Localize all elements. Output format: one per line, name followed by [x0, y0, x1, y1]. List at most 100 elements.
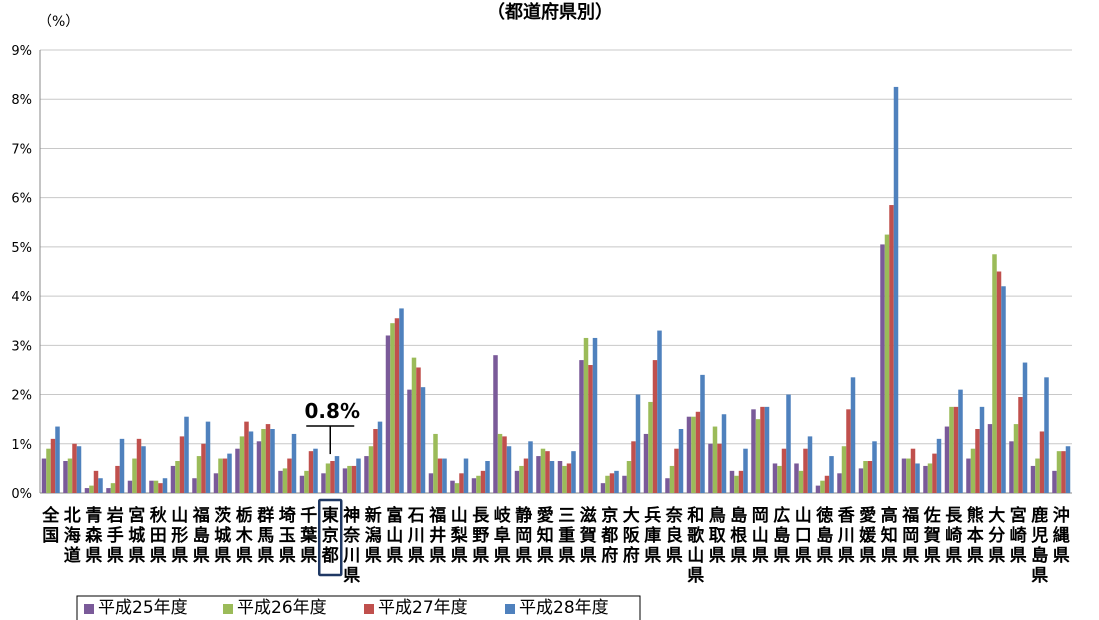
legend-label: 平成28年度	[519, 598, 609, 618]
bar	[665, 478, 670, 493]
bar	[385, 335, 391, 493]
x-category-label: 大分県	[988, 505, 1005, 566]
y-tick-label: 8%	[11, 93, 32, 108]
legend-label: 平成26年度	[237, 598, 327, 618]
bar	[669, 465, 675, 493]
bar	[244, 421, 249, 493]
bar	[996, 271, 1002, 493]
x-category-label: 北海道	[64, 506, 81, 566]
bar	[970, 448, 976, 493]
bar	[609, 473, 615, 493]
x-category-label: 千葉県	[299, 506, 318, 566]
x-category-label: 愛知県	[536, 505, 554, 566]
bar	[394, 318, 400, 493]
tokyo-highlight: 0.8%	[305, 399, 360, 577]
x-category-label: 全国	[41, 505, 60, 546]
bar	[356, 458, 361, 493]
bar	[583, 337, 589, 493]
bar	[1044, 377, 1049, 493]
x-category-label: 愛媛県	[858, 505, 877, 566]
bar	[824, 475, 830, 493]
bar	[248, 431, 254, 493]
bar	[76, 446, 82, 493]
bar	[282, 468, 288, 493]
bar	[652, 360, 658, 493]
x-category-label: 奈良県	[665, 505, 684, 566]
bar	[622, 475, 627, 493]
bar	[497, 433, 503, 493]
x-category-label: 秋田県	[150, 505, 168, 566]
bar	[278, 470, 283, 493]
bar	[566, 463, 572, 493]
y-tick-label: 3%	[11, 339, 32, 354]
callout-label: 0.8%	[305, 399, 360, 423]
x-category-label: 石川県	[407, 506, 425, 566]
bar	[437, 458, 443, 493]
bar	[648, 401, 653, 493]
chart-title: （都道府県別）	[487, 1, 613, 23]
bar	[631, 441, 636, 493]
bar	[850, 377, 856, 493]
x-category-label: 福井県	[428, 505, 446, 566]
bar	[265, 424, 271, 493]
bar	[205, 421, 211, 493]
bar	[540, 448, 546, 493]
bar	[136, 438, 142, 493]
legend-swatch	[223, 604, 233, 614]
x-category-label: 宮崎県	[1010, 505, 1027, 566]
bar	[966, 458, 971, 493]
x-category-label: 福島県	[192, 505, 210, 566]
bar	[149, 480, 154, 493]
bar	[884, 234, 890, 494]
legend-swatch	[364, 604, 374, 614]
bar	[953, 406, 959, 493]
y-tick-label: 1%	[11, 438, 32, 453]
bar	[433, 433, 438, 493]
x-category-label: 栃木県	[235, 505, 254, 566]
y-tick-label: 4%	[11, 290, 32, 305]
bar	[325, 463, 331, 493]
bar	[695, 411, 701, 493]
bar	[751, 409, 756, 493]
bar	[399, 308, 404, 493]
bar	[115, 465, 120, 493]
x-category-label: 滋賀県	[579, 505, 597, 566]
bar	[523, 458, 529, 493]
bar	[872, 441, 877, 493]
bar	[708, 443, 713, 493]
bar	[313, 448, 318, 493]
bar	[235, 448, 240, 493]
bar	[89, 485, 94, 493]
bar	[1001, 286, 1006, 493]
bar	[1065, 446, 1071, 493]
y-tick-label: 7%	[11, 142, 32, 157]
bar	[192, 478, 197, 493]
highlight-box	[318, 498, 343, 577]
bar-series	[41, 86, 1071, 494]
bar	[342, 468, 348, 493]
bar	[562, 465, 567, 493]
bar	[557, 461, 563, 493]
bar	[153, 480, 159, 493]
bar	[829, 456, 834, 493]
bar	[334, 456, 340, 493]
bar	[1039, 431, 1045, 493]
bar	[213, 473, 219, 493]
bar	[450, 480, 455, 493]
x-category-label: 京都府	[600, 505, 618, 566]
x-category-label: 山形県	[171, 506, 188, 566]
bar	[579, 360, 584, 493]
bar	[127, 480, 133, 493]
bar	[175, 461, 180, 493]
bar	[588, 365, 593, 493]
bar	[493, 355, 498, 493]
bar	[906, 458, 911, 493]
bar	[227, 453, 232, 493]
bar	[923, 465, 928, 493]
bar	[674, 448, 679, 493]
bar	[46, 448, 51, 493]
bar	[764, 406, 770, 493]
bar	[549, 461, 555, 493]
bar	[743, 448, 748, 493]
x-category-label: 群馬県	[257, 505, 274, 566]
